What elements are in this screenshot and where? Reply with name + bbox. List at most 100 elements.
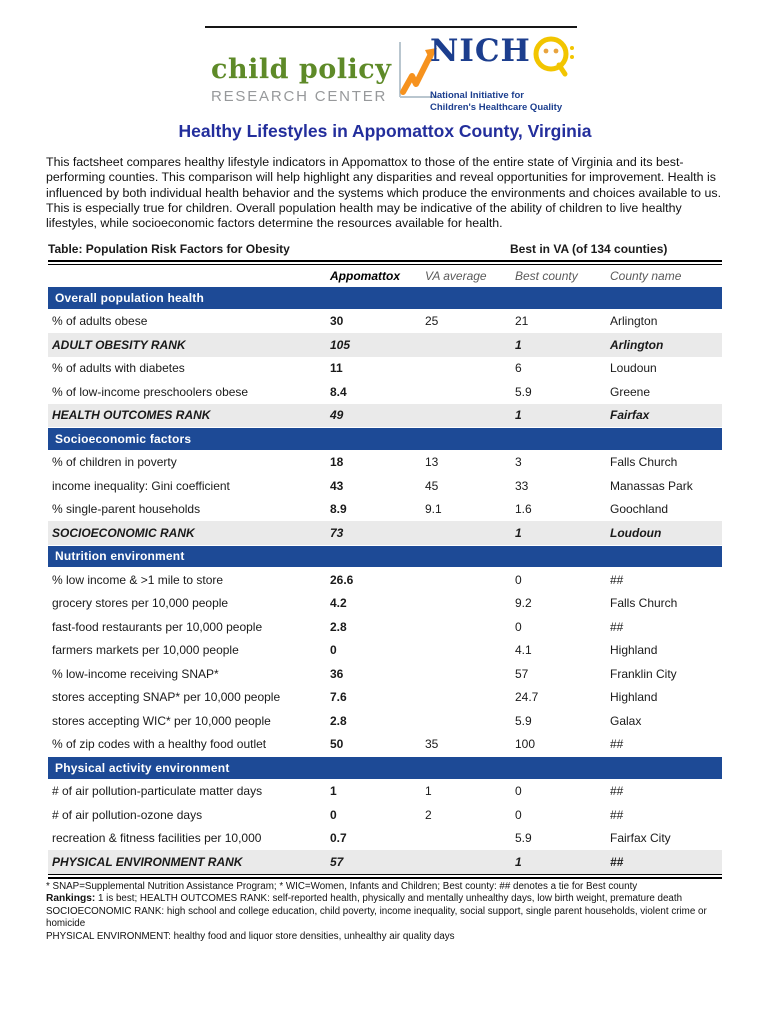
- row-label: % single-parent households: [52, 502, 201, 517]
- best-county-value: 1: [515, 408, 522, 423]
- best-county-value: 1: [515, 525, 522, 540]
- row-label: PHYSICAL ENVIRONMENT RANK: [52, 854, 243, 869]
- table-row-stores-accepting-snap-per-10-000-people: stores accepting SNAP* per 10,000 people…: [48, 686, 722, 710]
- child-policy-wordmark: child policy: [211, 54, 392, 85]
- footnote-rankings-label: Rankings:: [46, 893, 96, 905]
- best-county-value: 33: [515, 478, 529, 493]
- rank-row-adult-obesity-rank: ADULT OBESITY RANK 105 1 Arlington: [48, 333, 722, 357]
- appomattox-value: 0.7: [330, 831, 347, 846]
- appomattox-value: 4.2: [330, 596, 347, 611]
- nichq-tagline-2: Children's Healthcare Quality: [430, 102, 563, 113]
- page-title: Healthy Lifestyles in Appomattox County,…: [178, 121, 592, 141]
- appomattox-value: 43: [330, 478, 344, 493]
- county-name-value: Goochland: [610, 502, 669, 517]
- county-name-value: ##: [610, 737, 624, 752]
- appomattox-value: 8.4: [330, 384, 347, 399]
- va-average-value: 13: [425, 455, 439, 470]
- footnote-line-2-rest: 1 is best; HEALTH OUTCOMES RANK: self-re…: [95, 893, 683, 905]
- best-county-value: 5.9: [515, 384, 532, 399]
- row-label: % of children in poverty: [52, 455, 177, 470]
- county-name-value: Falls Church: [610, 596, 678, 611]
- child-policy-logo: child policy RESEARCH CENTER: [211, 40, 439, 105]
- table-row-low-income-1-mile-to-store: % low income & >1 mile to store 26.6 0 ##: [48, 568, 722, 592]
- county-name-value: ##: [610, 854, 624, 869]
- best-county-value: 1: [515, 337, 522, 352]
- table-row-of-air-pollution-ozone-days: # of air pollution-ozone days 0 2 0 ##: [48, 803, 722, 827]
- appomattox-value: 11: [330, 361, 343, 376]
- appomattox-value: 30: [330, 314, 344, 329]
- section-header-physical-activity-environment: Physical activity environment: [48, 757, 722, 779]
- row-label: ADULT OBESITY RANK: [52, 337, 186, 352]
- table-row-fast-food-restaurants-per-10-000-people: fast-food restaurants per 10,000 people 2…: [48, 615, 722, 639]
- county-name-value: Fairfax City: [610, 831, 671, 846]
- best-county-value: 5.9: [515, 713, 532, 728]
- intro-paragraph: This factsheet compares healthy lifestyl…: [46, 155, 722, 231]
- section-header-nutrition-environment: Nutrition environment: [48, 545, 722, 567]
- appomattox-value: 7.6: [330, 690, 347, 705]
- table-row-farmers-markets-per-10-000-people: farmers markets per 10,000 people 0 4.1 Hig…: [48, 639, 722, 663]
- table-row-of-children-in-poverty: % of children in poverty 18 13 3 Falls Churc…: [48, 451, 722, 475]
- table-row-of-adults-obese: % of adults obese 30 25 21 Arlington: [48, 310, 722, 334]
- header-rule: [205, 26, 577, 28]
- trend-chart-icon: [397, 40, 439, 105]
- table-top-rule: [48, 260, 722, 265]
- column-header-appomattox: Appomattox: [330, 268, 400, 283]
- best-county-value: 9.2: [515, 596, 532, 611]
- table-row-income-inequality-gini-coefficient: income inequality: Gini coefficient 43 45 3…: [48, 474, 722, 498]
- row-label: # of air pollution-ozone days: [52, 807, 203, 822]
- best-county-value: 6: [515, 361, 522, 376]
- nichq-wordmark: NICH: [430, 33, 531, 69]
- table-bottom-rule: [48, 873, 722, 879]
- county-name-value: ##: [610, 784, 624, 799]
- row-label: grocery stores per 10,000 people: [52, 596, 229, 611]
- table-row-single-parent-households: % single-parent households 8.9 9.1 1.6 Gooch…: [48, 498, 722, 522]
- best-county-value: 4.1: [515, 643, 532, 658]
- row-label: stores accepting SNAP* per 10,000 people: [52, 690, 281, 705]
- best-county-value: 100: [515, 737, 536, 752]
- county-name-value: Galax: [610, 713, 642, 728]
- footnote-line-1: * SNAP=Supplemental Nutrition Assistance…: [46, 881, 638, 892]
- va-average-value: 2: [425, 807, 432, 822]
- county-name-value: Arlington: [610, 314, 658, 329]
- county-name-value: Falls Church: [610, 455, 678, 470]
- appomattox-value: 2.8: [330, 713, 347, 728]
- footnote-line-3: SOCIOECONOMIC RANK: high school and coll…: [46, 905, 707, 930]
- footnote-line-2: Rankings: 1 is best; HEALTH OUTCOMES RAN…: [46, 893, 738, 905]
- county-name-value: Franklin City: [610, 666, 677, 681]
- column-header-county-name: County name: [610, 268, 682, 283]
- va-average-value: 45: [425, 478, 439, 493]
- appomattox-value: 0: [330, 807, 337, 822]
- appomattox-value: 36: [330, 666, 344, 681]
- column-header-va-average: VA average: [425, 268, 487, 283]
- row-label: SOCIOECONOMIC RANK: [52, 525, 195, 540]
- row-label: % low-income receiving SNAP*: [52, 666, 219, 681]
- va-average-value: 25: [425, 314, 439, 329]
- appomattox-value: 57: [330, 854, 344, 869]
- smiley-q-icon: [531, 33, 577, 84]
- va-average-value: 35: [425, 737, 439, 752]
- county-name-value: ##: [610, 619, 624, 634]
- county-name-value: Highland: [610, 643, 658, 658]
- county-name-value: ##: [610, 572, 624, 587]
- appomattox-value: 49: [330, 408, 344, 423]
- column-header-best-county: Best county: [515, 268, 578, 283]
- footnotes: * SNAP=Supplemental Nutrition Assistance…: [46, 881, 738, 943]
- best-county-value: 0: [515, 619, 522, 634]
- row-label: % of zip codes with a healthy food outle…: [52, 737, 267, 752]
- table-row-of-adults-with-diabetes: % of adults with diabetes 11 6 Loudoun: [48, 357, 722, 381]
- footnote-line-4: PHYSICAL ENVIRONMENT: healthy food and l…: [46, 930, 455, 942]
- column-header-row: Appomattox VA average Best county County…: [48, 265, 722, 286]
- va-average-value: 1: [425, 784, 432, 799]
- nichq-logo: NICH National Initiative for Children's …: [430, 33, 610, 114]
- county-name-value: Fairfax: [610, 408, 650, 423]
- table-row-grocery-stores-per-10-000-people: grocery stores per 10,000 people 4.2 9.2 Fa…: [48, 592, 722, 616]
- table-row-recreation-fitness-facilities-per-10-000: recreation & fitness facilities per 10,0…: [48, 827, 722, 851]
- best-county-value: 57: [515, 666, 529, 681]
- appomattox-value: 1: [330, 784, 337, 799]
- county-name-value: Loudoun: [610, 525, 662, 540]
- nichq-tagline-1: National Initiative for: [430, 90, 524, 101]
- appomattox-value: 8.9: [330, 502, 347, 517]
- rank-row-health-outcomes-rank: HEALTH OUTCOMES RANK 49 1 Fairfax: [48, 403, 722, 427]
- table-row-stores-accepting-wic-per-10-000-people: stores accepting WIC* per 10,000 people 2…: [48, 709, 722, 733]
- row-label: % low income & >1 mile to store: [52, 572, 224, 587]
